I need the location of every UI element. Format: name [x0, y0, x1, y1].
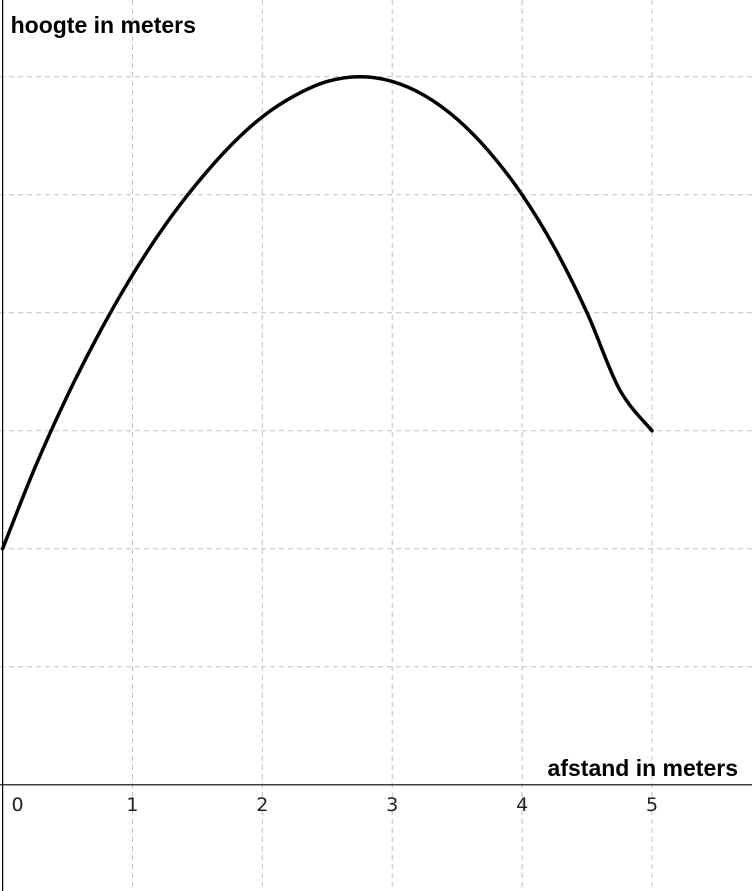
tick-labels: 0123450123456: [12, 794, 658, 816]
x-tick-label: 0: [12, 794, 24, 816]
series-layer: [0, 74, 654, 551]
x-tick-label: 1: [126, 794, 138, 816]
y-axis-title: hoogte in meters: [11, 12, 196, 38]
x-tick-label: 4: [516, 794, 528, 816]
x-axis-title: afstand in meters: [548, 755, 738, 781]
x-tick-label: 3: [386, 794, 398, 816]
x-tick-label: 2: [256, 794, 268, 816]
series-line: [0, 74, 654, 551]
x-tick-label: 5: [646, 794, 658, 816]
